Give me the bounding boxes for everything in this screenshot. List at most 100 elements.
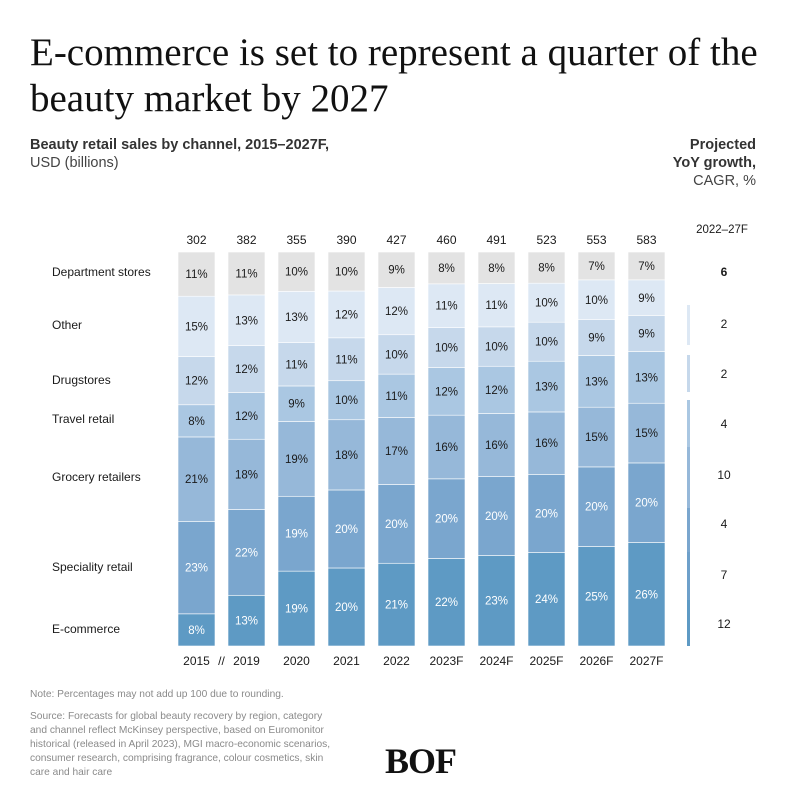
cagr-indicator-bar [687, 508, 690, 552]
segment-label: 10% [335, 395, 358, 407]
bar-segment-grocery-retailers [177, 436, 216, 522]
bar-segment-department-stores [227, 251, 266, 296]
bar-segment-grocery-retailers [327, 419, 366, 491]
segment-label: 24% [535, 594, 558, 606]
legend-label-drugstores: Drugstores [52, 373, 111, 387]
bar-segment-travel-retail [327, 380, 366, 421]
segment-label: 11% [385, 391, 407, 403]
segment-label: 8% [188, 416, 205, 428]
bar-segment-travel-retail [527, 360, 566, 413]
segment-label: 13% [635, 372, 658, 384]
x-tick-label: 2027F [629, 654, 663, 668]
bar-segment-grocery-retailers [227, 438, 266, 510]
segment-label: 9% [388, 265, 405, 277]
segment-label: 9% [638, 329, 655, 341]
bar-segment-travel-retail [427, 367, 466, 416]
bar-segment-speciality-retail [327, 489, 366, 569]
segment-label: 10% [385, 349, 408, 361]
legend-label-e-commerce: E-commerce [52, 622, 120, 636]
segment-label: 23% [185, 563, 208, 575]
cagr-value: 2 [721, 317, 728, 331]
segment-label: 10% [585, 295, 608, 307]
bar-segment-other [427, 283, 466, 328]
segment-label: 11% [285, 359, 307, 371]
segment-label: 23% [485, 596, 508, 608]
x-tick-label: 2019 [233, 654, 260, 668]
cagr-value: 2 [721, 367, 728, 381]
segment-label: 10% [535, 298, 558, 310]
segment-label: 20% [385, 519, 408, 531]
bar-segment-travel-retail [577, 355, 616, 408]
bar-total-label: 583 [636, 233, 656, 247]
segment-label: 11% [185, 269, 207, 281]
segment-label: 10% [435, 343, 458, 355]
bar-segment-department-stores [277, 251, 316, 292]
x-tick-label: 2025F [529, 654, 563, 668]
segment-label: 8% [488, 263, 505, 275]
bar-segment-department-stores [527, 251, 566, 284]
bar-segment-other [627, 279, 666, 316]
projected-line-2: YoY growth, [672, 155, 756, 171]
cagr-indicator-bar [687, 355, 690, 392]
bar-segment-other [177, 295, 216, 357]
legend-label-department-stores: Department stores [52, 265, 151, 279]
bar-segment-e-commerce [377, 562, 416, 647]
cagr-value: 6 [721, 265, 728, 279]
segment-label: 9% [638, 293, 655, 305]
bar-segment-drugstores [227, 345, 266, 393]
bar-segment-e-commerce [227, 594, 266, 647]
segment-label: 19% [285, 454, 308, 466]
bar-total-label: 355 [286, 233, 306, 247]
segment-label: 11% [335, 354, 357, 366]
bar-segment-speciality-retail [627, 462, 666, 543]
segment-label: 22% [235, 547, 258, 559]
bar-segment-other [327, 290, 366, 339]
cagr-indicator-bar [687, 600, 690, 646]
segment-label: 11% [435, 301, 457, 313]
segment-label: 7% [638, 261, 655, 273]
segment-label: 12% [235, 411, 258, 423]
segment-label: 13% [585, 376, 608, 388]
x-tick-label: 2023F [429, 654, 463, 668]
segment-label: 16% [535, 438, 558, 450]
bar-total-label: 390 [336, 233, 356, 247]
segment-label: 22% [435, 597, 458, 609]
projected-growth-heading: Projected YoY growth, CAGR, % [596, 136, 756, 190]
segment-label: 13% [235, 315, 258, 327]
x-tick-label: 2020 [283, 654, 310, 668]
segment-label: 15% [585, 432, 608, 444]
cagr-value: 12 [717, 617, 731, 631]
bar-segment-travel-retail [377, 373, 416, 418]
source-note: Source: Forecasts for global beauty reco… [30, 711, 331, 778]
segment-label: 20% [335, 602, 358, 614]
x-tick-label: 2015 [183, 654, 210, 668]
segment-label: 12% [235, 364, 258, 376]
subtitle-line-2: USD (billions) [30, 155, 119, 171]
axis-break-marker: // [218, 654, 225, 668]
bar-segment-speciality-retail [377, 484, 416, 564]
bar-segment-other [577, 279, 616, 320]
cagr-value: 10 [717, 468, 731, 482]
segment-label: 10% [335, 267, 358, 279]
bar-segment-grocery-retailers [477, 413, 516, 477]
bar-segment-grocery-retailers [627, 402, 666, 464]
bar-segment-travel-retail [627, 351, 666, 404]
segment-label: 13% [535, 382, 558, 394]
bar-segment-speciality-retail [527, 474, 566, 553]
segment-label: 25% [585, 591, 608, 603]
segment-label: 8% [438, 263, 455, 275]
segment-label: 26% [635, 589, 658, 601]
legend-label-other: Other [52, 318, 82, 332]
bar-segment-e-commerce [477, 555, 516, 647]
bar-segment-drugstores [477, 326, 516, 367]
bar-segment-e-commerce [277, 570, 316, 647]
cagr-indicator-bar [687, 552, 690, 600]
segment-label: 11% [485, 300, 507, 312]
projected-line-1: Projected [689, 137, 756, 153]
bar-segment-speciality-retail [177, 521, 216, 615]
segment-label: 12% [385, 306, 408, 318]
bar-total-label: 302 [186, 233, 206, 247]
bar-segment-drugstores [427, 327, 466, 368]
bar-total-label: 382 [236, 233, 256, 247]
